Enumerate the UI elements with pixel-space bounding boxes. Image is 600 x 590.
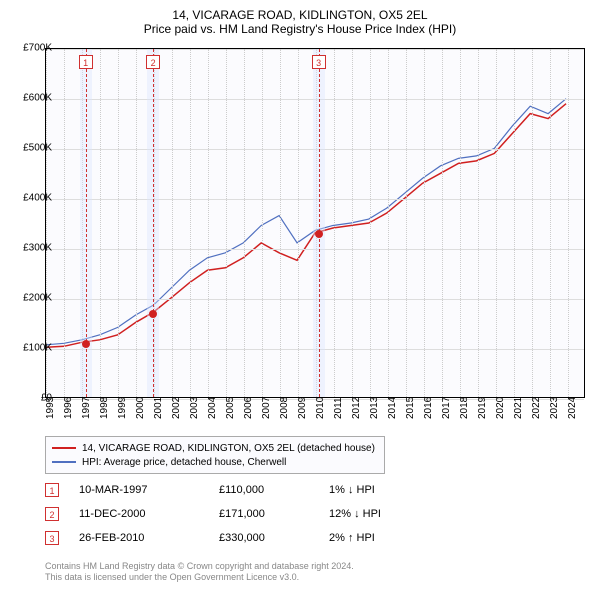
transaction-row: 3 26-FEB-2010£330,0002% ↑ HPI <box>45 526 449 550</box>
y-axis-label: £400K <box>23 193 52 204</box>
y-axis-label: £700K <box>23 43 52 54</box>
transaction-date: 11-DEC-2000 <box>79 508 219 520</box>
transaction-pct: 12% ↓ HPI <box>329 508 449 520</box>
transaction-table: 1 10-MAR-1997£110,0001% ↓ HPI 2 11-DEC-2000… <box>45 478 449 550</box>
transaction-marker: 2 <box>45 507 59 521</box>
event-marker: 3 <box>312 55 326 69</box>
x-axis-label: 2024 <box>567 397 600 419</box>
footer-line-1: Contains HM Land Registry data © Crown c… <box>45 561 354 573</box>
transaction-pct: 2% ↑ HPI <box>329 532 449 544</box>
transaction-row: 2 11-DEC-2000£171,00012% ↓ HPI <box>45 502 449 526</box>
transaction-date: 10-MAR-1997 <box>79 484 219 496</box>
data-point <box>82 340 90 348</box>
y-axis-label: £200K <box>23 293 52 304</box>
event-marker: 2 <box>146 55 160 69</box>
transaction-pct: 1% ↓ HPI <box>329 484 449 496</box>
transaction-marker: 1 <box>45 483 59 497</box>
legend-item: HPI: Average price, detached house, Cher… <box>52 455 378 469</box>
legend: 14, VICARAGE ROAD, KIDLINGTON, OX5 2EL (… <box>45 436 385 474</box>
transaction-marker: 3 <box>45 531 59 545</box>
chart-plot-area: 1 2 3 <box>45 48 585 398</box>
data-point <box>315 230 323 238</box>
footer-line-2: This data is licensed under the Open Gov… <box>45 572 354 584</box>
y-axis-label: £100K <box>23 343 52 354</box>
y-axis-label: £300K <box>23 243 52 254</box>
footer-attribution: Contains HM Land Registry data © Crown c… <box>45 561 354 584</box>
transaction-price: £330,000 <box>219 532 329 544</box>
event-marker: 1 <box>79 55 93 69</box>
transaction-row: 1 10-MAR-1997£110,0001% ↓ HPI <box>45 478 449 502</box>
y-axis-label: £600K <box>23 93 52 104</box>
transaction-date: 26-FEB-2010 <box>79 532 219 544</box>
transaction-price: £110,000 <box>219 484 329 496</box>
chart-subtitle: Price paid vs. HM Land Registry's House … <box>0 22 600 40</box>
data-point <box>149 310 157 318</box>
chart-title: 14, VICARAGE ROAD, KIDLINGTON, OX5 2EL <box>0 0 600 22</box>
legend-item: 14, VICARAGE ROAD, KIDLINGTON, OX5 2EL (… <box>52 441 378 455</box>
transaction-price: £171,000 <box>219 508 329 520</box>
y-axis-label: £500K <box>23 143 52 154</box>
